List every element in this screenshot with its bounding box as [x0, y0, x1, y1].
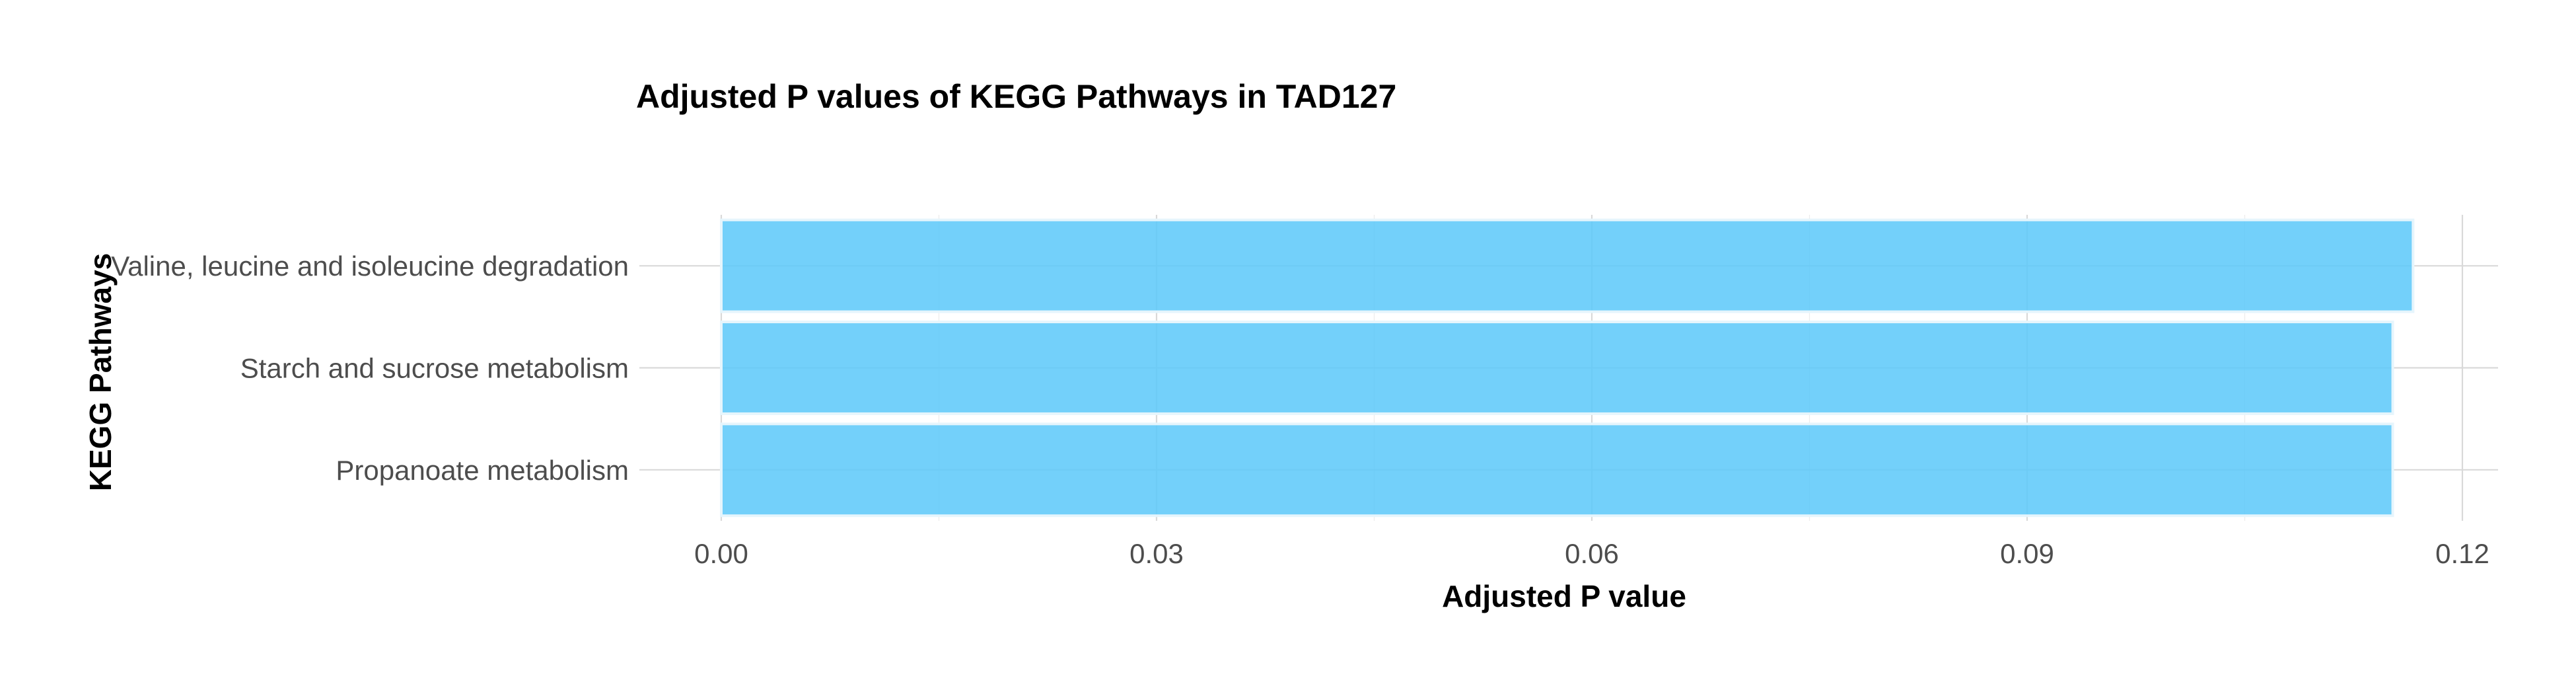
x-axis-title: Adjusted P value [1442, 579, 1686, 613]
y-tick-label: Valine, leucine and isoleucine degradati… [111, 251, 629, 282]
x-tick-labels: 0.00 0.03 0.06 0.09 0.12 [694, 538, 2489, 569]
x-tick-label: 0.03 [1129, 538, 1184, 569]
chart-title: Adjusted P values of KEGG Pathways in TA… [636, 78, 1396, 115]
bars [720, 218, 2415, 518]
bar [720, 422, 2394, 518]
y-tick-label: Propanoate metabolism [336, 455, 629, 486]
x-tick-label: 0.12 [2435, 538, 2489, 569]
bar [720, 218, 2415, 313]
x-tick-label: 0.00 [694, 538, 748, 569]
bar [720, 321, 2394, 415]
y-axis-title: KEGG Pathways [83, 253, 118, 491]
x-tick-label: 0.06 [1565, 538, 1619, 569]
x-tick-label: 0.09 [2000, 538, 2054, 569]
y-tick-labels: Valine, leucine and isoleucine degradati… [111, 251, 629, 486]
y-tick-label: Starch and sucrose metabolism [240, 353, 629, 384]
